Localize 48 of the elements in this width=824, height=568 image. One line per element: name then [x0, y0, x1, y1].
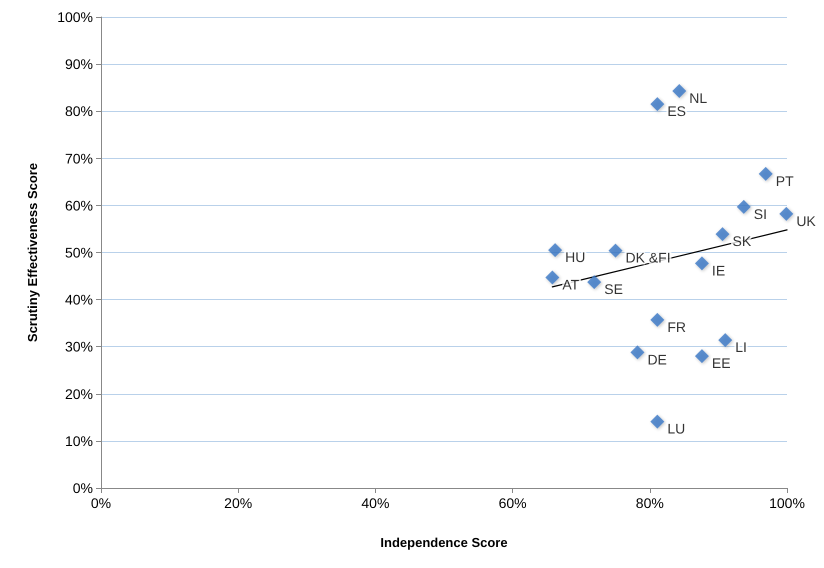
y-tick-label: 70%	[64, 150, 93, 166]
x-tick-label: 80%	[636, 495, 664, 511]
y-tick-label: 60%	[64, 197, 93, 214]
point	[587, 275, 602, 290]
point	[608, 244, 622, 258]
annotation: DE	[647, 351, 667, 368]
annotation: UK	[796, 212, 816, 229]
y-tick-label: 0%	[72, 480, 93, 496]
y-tick-label: 50%	[64, 244, 93, 260]
point	[545, 270, 560, 284]
y-tick-label: 30%	[64, 338, 93, 355]
point	[718, 333, 732, 348]
annotation: PT	[776, 172, 794, 189]
y-axis-title: Scrutiny Effectiveness Score	[25, 162, 40, 342]
point	[779, 206, 794, 221]
point	[548, 243, 562, 258]
y-tick-label: 80%	[64, 103, 93, 120]
point	[650, 414, 664, 429]
annotation: IE	[712, 262, 726, 278]
point	[650, 97, 664, 112]
annotation: EE	[712, 355, 731, 372]
y-tick-label: 90%	[64, 56, 93, 72]
x-tick-label: 60%	[498, 495, 527, 511]
point	[694, 256, 709, 270]
y-tick-label: 40%	[64, 292, 93, 308]
annotation: NL	[689, 90, 708, 106]
x-tick-label: 20%	[224, 495, 252, 511]
x-tick-label: 0%	[90, 495, 112, 511]
annotation: ES	[667, 103, 686, 120]
point	[758, 166, 773, 181]
y-tick-label: 100%	[57, 9, 93, 25]
y-tick-label: 10%	[64, 432, 93, 449]
point	[672, 84, 686, 98]
annotation: SE	[604, 281, 623, 298]
point	[694, 349, 709, 364]
x-axis-title: Independence Score	[380, 535, 508, 550]
annotation: FR	[667, 318, 686, 335]
annotation: LI	[735, 339, 747, 356]
x-tick-label: 40%	[361, 495, 390, 511]
annotation: LU	[667, 420, 686, 437]
annotation: SI	[754, 206, 768, 222]
point	[716, 227, 730, 242]
point	[650, 312, 664, 327]
point	[630, 345, 644, 360]
y-tick-label: 20%	[64, 386, 93, 402]
point	[736, 200, 751, 214]
x-tick-label: 100%	[769, 495, 805, 511]
annotation: HU	[565, 249, 586, 266]
